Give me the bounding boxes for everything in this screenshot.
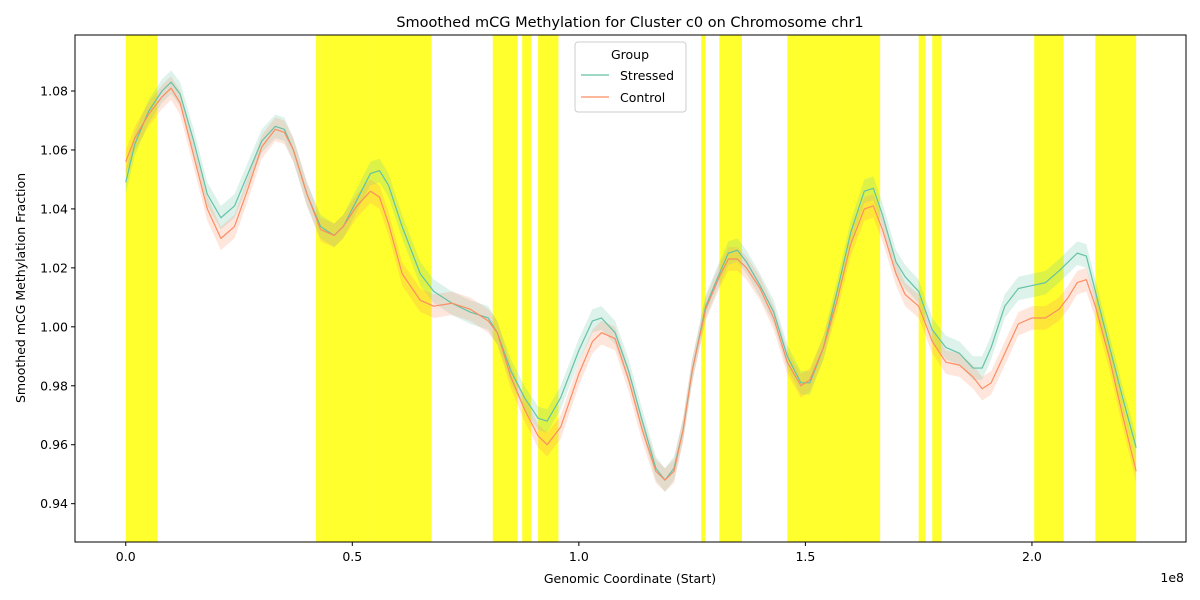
highlight-region bbox=[787, 35, 841, 542]
legend-label-stressed: Stressed bbox=[620, 68, 674, 83]
highlight-region bbox=[522, 35, 531, 542]
highlight-region bbox=[1095, 35, 1136, 542]
legend-label-control: Control bbox=[620, 90, 665, 105]
x-axis: 0.0 0.5 1.0 1.5 2.0 bbox=[116, 542, 1042, 564]
x-tick-label: 0.0 bbox=[116, 549, 136, 564]
x-offset-label: 1e8 bbox=[1160, 570, 1184, 585]
x-tick-label: 1.0 bbox=[569, 549, 589, 564]
y-tick-label: 1.02 bbox=[40, 260, 68, 275]
x-tick-label: 2.0 bbox=[1022, 549, 1042, 564]
y-tick-label: 0.96 bbox=[40, 437, 68, 452]
y-tick-label: 0.94 bbox=[40, 496, 68, 511]
highlight-region bbox=[932, 35, 941, 542]
confidence-bands bbox=[126, 70, 1136, 492]
highlight-region bbox=[719, 35, 742, 542]
y-tick-label: 1.06 bbox=[40, 142, 68, 157]
series-lines bbox=[126, 82, 1136, 480]
confidence-band-control bbox=[126, 76, 1136, 492]
highlight-region bbox=[842, 35, 881, 542]
y-axis-label: Smoothed mCG Methylation Fraction bbox=[13, 173, 28, 403]
x-axis-label: Genomic Coordinate (Start) bbox=[544, 571, 716, 586]
x-tick-label: 1.5 bbox=[795, 549, 815, 564]
legend: Group Stressed Control bbox=[575, 42, 686, 112]
y-tick-label: 1.04 bbox=[40, 201, 68, 216]
highlight-region bbox=[370, 35, 431, 542]
highlight-region bbox=[316, 35, 321, 542]
legend-title: Group bbox=[611, 47, 649, 62]
highlight-region bbox=[493, 35, 518, 542]
x-tick-label: 0.5 bbox=[342, 549, 362, 564]
series-line-control bbox=[126, 88, 1136, 480]
y-axis: 0.94 0.96 0.98 1.00 1.02 1.04 1.06 1.08 bbox=[40, 84, 75, 512]
y-tick-label: 1.00 bbox=[40, 319, 68, 334]
y-tick-label: 0.98 bbox=[40, 378, 68, 393]
series-line-stressed bbox=[126, 82, 1136, 480]
highlight-region bbox=[321, 35, 371, 542]
highlight-region bbox=[701, 35, 706, 542]
chart-title: Smoothed mCG Methylation for Cluster c0 … bbox=[396, 15, 863, 31]
y-tick-label: 1.08 bbox=[40, 84, 68, 99]
highlight-region bbox=[538, 35, 558, 542]
